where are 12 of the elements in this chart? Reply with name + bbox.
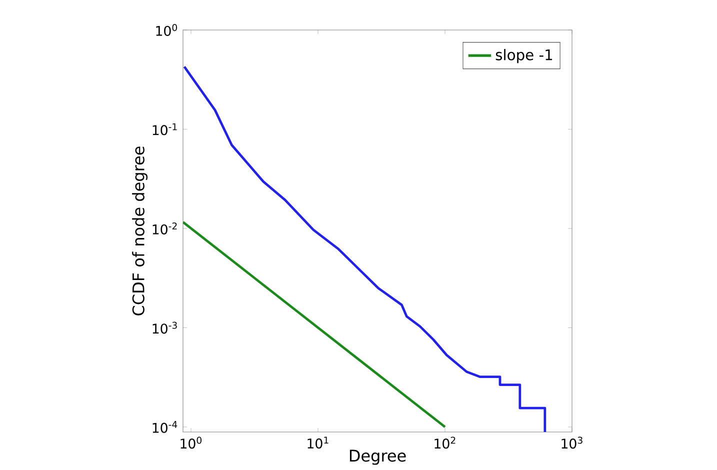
y-axis-title: CCDF of node degree bbox=[132, 146, 148, 316]
y-tick-label: 10$^{-4}$ bbox=[152, 421, 178, 433]
y-tick-label: 10$^{-3}$ bbox=[152, 322, 177, 334]
x-tick-label: 10$^{3}$ bbox=[562, 436, 582, 449]
x-tick-label: 10$^{1}$ bbox=[308, 436, 328, 449]
x-tick-label: 10$^{2}$ bbox=[434, 436, 456, 449]
y-tick-label: 10$^{-2}$ bbox=[152, 222, 177, 234]
legend-label: slope -1 bbox=[496, 48, 552, 64]
y-tick-label: 10$^{-1}$ bbox=[152, 123, 177, 136]
y-tick-label: 10$^{0}$ bbox=[156, 24, 177, 36]
x-axis-title: Degree bbox=[350, 450, 406, 465]
x-tick-label: 10$^{0}$ bbox=[180, 436, 202, 449]
